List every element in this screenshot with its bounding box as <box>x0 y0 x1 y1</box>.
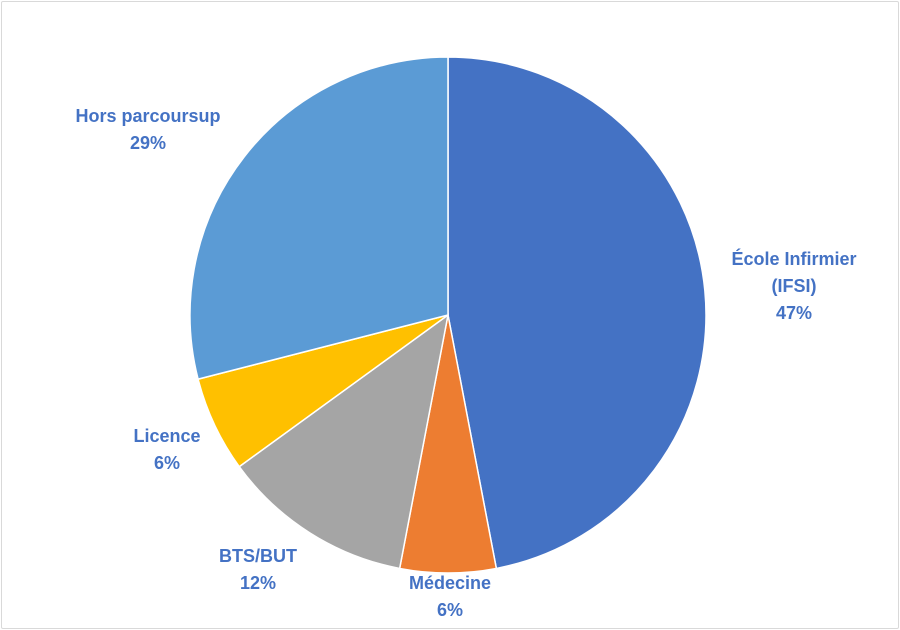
pie-slice-bts-but <box>238 313 450 570</box>
data-label-cole-infirmier-ifsi: École Infirmier (IFSI) 47% <box>731 248 856 323</box>
data-label-hors-parcoursup: Hors parcoursup 29% <box>75 106 220 153</box>
data-label-m-decine: Médecine 6% <box>409 573 491 620</box>
pie-slice-cole-infirmier-ifsi <box>447 56 707 570</box>
data-label-bts-but: BTS/BUT 12% <box>219 546 297 593</box>
pie-slice-hors-parcoursup <box>189 56 449 381</box>
data-label-licence: Licence 6% <box>133 426 200 473</box>
